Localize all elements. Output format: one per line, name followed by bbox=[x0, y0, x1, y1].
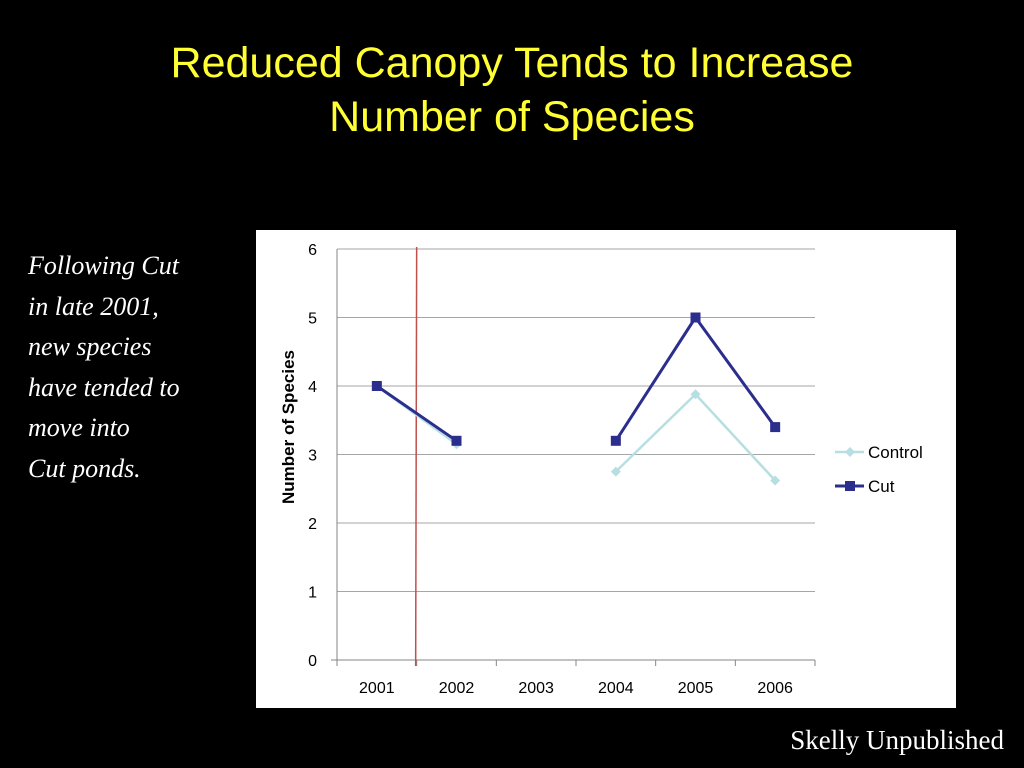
cut-point-2004 bbox=[610, 435, 621, 446]
cut-point-2001 bbox=[371, 381, 382, 391]
x-tick-label-2006: 2006 bbox=[757, 680, 793, 697]
cut-point-2002 bbox=[451, 435, 462, 446]
note-line-1: Following Cut bbox=[28, 251, 179, 280]
x-tick-label-2004: 2004 bbox=[598, 680, 634, 697]
cut-point-2006 bbox=[770, 422, 781, 433]
x-tick-label-2005: 2005 bbox=[678, 680, 714, 697]
legend: Control Cut bbox=[835, 443, 923, 496]
cut-point-2005 bbox=[690, 312, 701, 323]
control-point-2006 bbox=[770, 475, 781, 486]
legend-item-cut: Cut bbox=[835, 477, 895, 496]
control-point-2005 bbox=[690, 389, 701, 400]
y-tick-label: 3 bbox=[308, 448, 317, 465]
note-line-3: new species bbox=[28, 332, 152, 361]
axes bbox=[331, 249, 816, 666]
y-tick-label: 6 bbox=[308, 242, 317, 259]
note-line-2: in late 2001, bbox=[28, 291, 159, 321]
y-tick-label: 2 bbox=[308, 516, 317, 533]
note-line-6: Cut ponds. bbox=[28, 453, 141, 483]
gridlines bbox=[337, 248, 815, 592]
annotations bbox=[414, 246, 418, 667]
y-tick-label: 5 bbox=[308, 311, 317, 328]
x-tick-label-2002: 2002 bbox=[439, 680, 475, 697]
legend-swatch-marker bbox=[845, 481, 855, 491]
x-tick-label-2001: 2001 bbox=[359, 680, 395, 697]
y-tick-label: 0 bbox=[308, 653, 317, 670]
note-line-5: move into bbox=[28, 413, 130, 442]
y-tick-label: 1 bbox=[308, 585, 317, 602]
slide-title: Reduced Canopy Tends to Increase Number … bbox=[0, 36, 1024, 144]
legend-item-control: Control bbox=[835, 443, 923, 462]
side-note: Following Cut in late 2001, new species … bbox=[28, 246, 248, 489]
legend-label-cut: Cut bbox=[868, 477, 895, 496]
species-chart: 0 1 2 3 4 5 6 2001 2002 2003 2004 2005 2006 Number o… bbox=[279, 242, 923, 697]
legend-swatch-marker bbox=[845, 447, 855, 457]
title-line-1: Reduced Canopy Tends to Increase bbox=[170, 39, 854, 87]
control-point-2004 bbox=[610, 466, 621, 477]
series bbox=[371, 312, 781, 486]
title-line-2: Number of Species bbox=[329, 93, 695, 141]
chart-panel: 0 1 2 3 4 5 6 2001 2002 2003 2004 2005 2006 Number o… bbox=[256, 230, 956, 708]
tick-labels: 0 1 2 3 4 5 6 2001 2002 2003 2004 2005 2006 bbox=[308, 242, 793, 697]
y-tick-label: 4 bbox=[308, 379, 317, 396]
control-series-line bbox=[614, 392, 777, 482]
cut-series-line bbox=[375, 384, 458, 443]
x-tick-label-2003: 2003 bbox=[518, 680, 554, 697]
legend-label-control: Control bbox=[868, 443, 923, 462]
y-axis-label: Number of Species bbox=[279, 350, 298, 504]
note-line-4: have tended to bbox=[28, 372, 180, 402]
cut-timing-line bbox=[414, 246, 418, 667]
cut-series-line bbox=[614, 316, 777, 442]
source-credit: Skelly Unpublished bbox=[790, 725, 1004, 755]
